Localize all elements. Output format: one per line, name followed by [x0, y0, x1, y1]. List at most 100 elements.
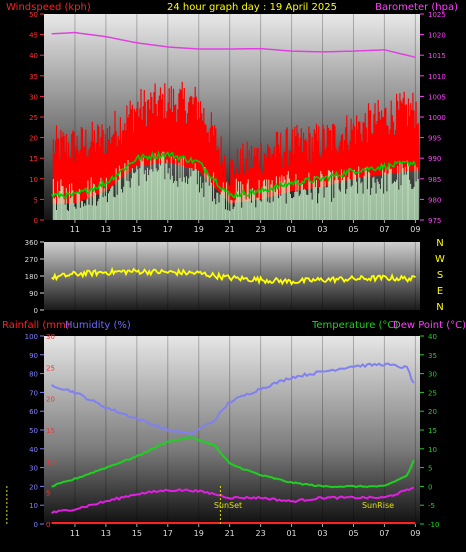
humidity-series	[51, 362, 415, 437]
y-tick-label: 30	[29, 465, 38, 473]
wind-average-series	[51, 150, 417, 200]
x-tick-label: 21	[225, 529, 235, 538]
y-tick-label: 50	[29, 11, 38, 19]
y-tick-label: 985	[428, 176, 441, 184]
y-tick-label: 0	[34, 217, 38, 225]
y-tick-label: 990	[428, 155, 441, 163]
temperature-legend: Temperature (°C)	[311, 320, 398, 331]
y-tick-label: 100	[25, 333, 38, 341]
y-tick-label: 1025	[428, 11, 446, 19]
compass-label: S	[437, 270, 443, 281]
dewpoint-series	[51, 486, 415, 515]
y-tick-label: 70	[29, 389, 38, 397]
y-tick-label: 90	[29, 290, 38, 298]
y-tick-label: 15	[29, 155, 38, 163]
y-tick-label: 90	[29, 352, 38, 360]
temperature-series	[51, 436, 415, 489]
rain-tick-label: 0	[46, 521, 50, 529]
y-tick-label: -10	[428, 521, 439, 529]
compass-label: N	[436, 238, 443, 249]
x-tick-label: 11	[70, 529, 80, 538]
direction-panel-background	[44, 242, 420, 310]
y-tick-label: 10	[29, 176, 38, 184]
wind-speed-series	[52, 151, 419, 220]
x-tick-label: 15	[132, 529, 142, 538]
rain-tick-label: 30	[46, 333, 55, 341]
x-tick-label: 13	[101, 225, 111, 234]
x-tick-label: 07	[379, 225, 389, 234]
y-tick-label: 0	[428, 483, 432, 491]
y-tick-label: 270	[25, 256, 38, 264]
y-tick-label: 975	[428, 217, 441, 225]
x-tick-label: 05	[348, 529, 358, 538]
compass-label: E	[437, 286, 443, 297]
rain-tick-label: 15	[46, 427, 55, 435]
x-tick-label: 03	[317, 225, 327, 234]
rain-tick-label: 20	[46, 396, 55, 404]
y-tick-label: 180	[25, 273, 38, 281]
y-tick-label: 30	[29, 93, 38, 101]
y-tick-label: 5	[34, 196, 38, 204]
y-tick-label: 40	[29, 446, 38, 454]
y-tick-label: 10	[428, 446, 437, 454]
x-tick-label: 07	[379, 529, 389, 538]
wind-gust-series	[52, 81, 419, 204]
x-tick-label: 13	[101, 529, 111, 538]
y-tick-label: 10	[29, 502, 38, 510]
x-tick-label: 11	[70, 225, 80, 234]
x-tick-label: 05	[348, 225, 358, 234]
compass-label: W	[435, 254, 445, 265]
x-tick-label: 23	[256, 529, 266, 538]
y-tick-label: 20	[29, 135, 38, 143]
y-tick-label: 5	[428, 465, 432, 473]
y-tick-label: 30	[428, 371, 437, 379]
y-tick-label: 1020	[428, 32, 446, 40]
x-tick-label: 23	[256, 225, 266, 234]
y-tick-label: 1000	[428, 114, 446, 122]
humidity-legend: Humidity (%)	[65, 320, 131, 331]
y-tick-label: 35	[428, 352, 437, 360]
y-tick-label: 60	[29, 408, 38, 416]
y-tick-label: 40	[428, 333, 437, 341]
y-tick-label: 1015	[428, 52, 446, 60]
y-tick-label: 1010	[428, 73, 446, 81]
x-tick-label: 21	[225, 225, 235, 234]
x-tick-label: 01	[286, 225, 296, 234]
x-tick-label: 09	[410, 225, 420, 234]
rain-tick-label: 5	[46, 490, 50, 498]
y-tick-label: 0	[34, 521, 38, 529]
wind-direction-series	[51, 266, 416, 287]
rain-tick-label: 25	[46, 364, 55, 372]
dewpoint-legend: Dew Point (°C)	[393, 320, 466, 331]
x-tick-label: 09	[410, 529, 420, 538]
sunrise-label: SunRise	[362, 501, 394, 510]
y-tick-label: 995	[428, 135, 441, 143]
x-tick-label: 17	[163, 225, 173, 234]
y-tick-label: 360	[25, 239, 38, 247]
y-tick-label: 1005	[428, 93, 446, 101]
y-tick-label: 40	[29, 52, 38, 60]
y-tick-label: -5	[428, 502, 435, 510]
compass-label: N	[436, 302, 443, 313]
x-tick-label: 03	[317, 529, 327, 538]
y-tick-label: 980	[428, 196, 441, 204]
y-tick-label: 20	[29, 483, 38, 491]
graph-title: 24 hour graph day : 19 April 2025	[167, 2, 337, 13]
barometer-series	[51, 31, 416, 59]
x-tick-label: 17	[163, 529, 173, 538]
y-tick-label: 45	[29, 32, 38, 40]
barometer-wind-left-label: Windspeed (kph)	[6, 2, 91, 13]
y-tick-label: 35	[29, 73, 38, 81]
y-tick-label: 80	[29, 371, 38, 379]
x-tick-label: 01	[286, 529, 296, 538]
x-tick-label: 19	[194, 225, 204, 234]
y-tick-label: 0	[34, 307, 38, 315]
sunset-label: SunSet	[214, 501, 242, 510]
y-tick-label: 25	[428, 389, 437, 397]
y-tick-label: 20	[428, 408, 437, 416]
barometer-right-label: Barometer (hpa)	[375, 2, 458, 13]
climate-panel-background	[44, 336, 420, 524]
x-tick-label: 19	[194, 529, 204, 538]
